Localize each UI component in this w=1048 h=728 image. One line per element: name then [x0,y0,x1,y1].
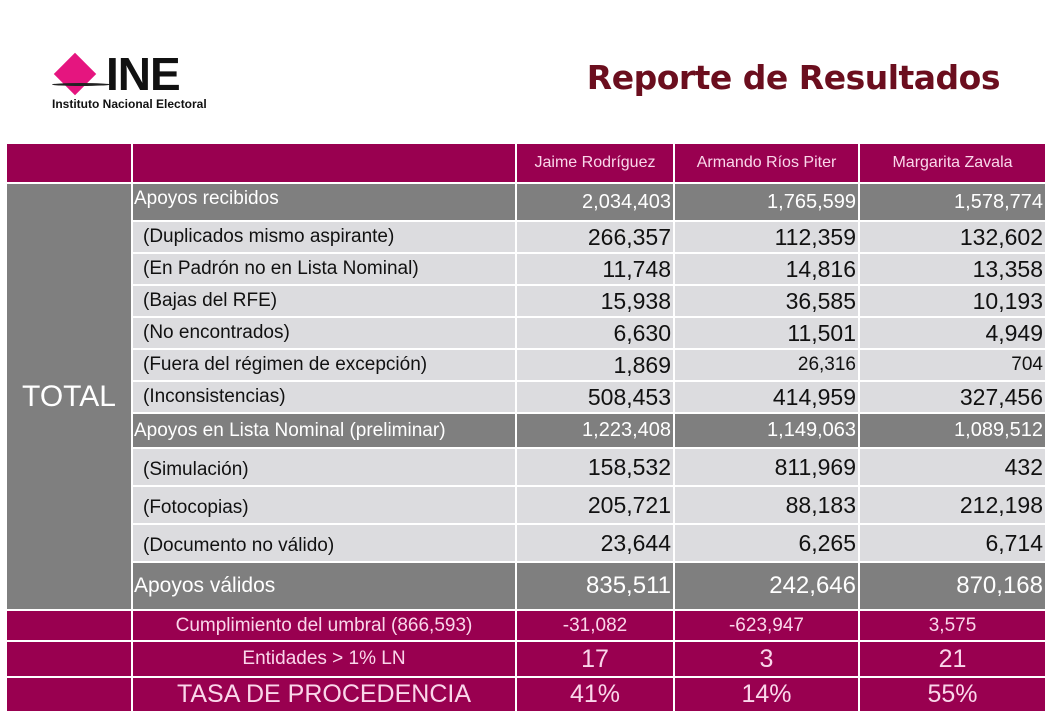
row-value: 26,316 [673,348,860,382]
row-label: (Simulación) [131,447,517,487]
table-row: (Simulación) 158,532 811,969 432 [6,447,1047,487]
table-row: (Duplicados mismo aspirante) 266,357 112… [6,220,1047,254]
row-value: 1,149,063 [673,412,860,449]
table-header-row: Jaime Rodríguez Armando Ríos Piter Marga… [5,142,1047,184]
summary-value: 41% [515,676,675,713]
row-value: 158,532 [515,447,675,487]
row-value: 36,585 [673,284,860,318]
table-row-apoyos-validos: Apoyos válidos 835,511 242,646 870,168 [6,561,1047,611]
row-value: 15,938 [515,284,675,318]
table-row: (En Padrón no en Lista Nominal) 11,748 1… [6,252,1047,286]
row-value: 508,453 [515,380,675,414]
column-header-candidate-2: Armando Ríos Piter [673,142,860,184]
row-value: 10,193 [858,284,1047,318]
row-value: 6,630 [515,316,675,350]
row-value: 11,748 [515,252,675,286]
summary-label: Entidades > 1% LN [131,640,517,678]
row-value: 6,265 [673,523,860,563]
ballot-diamond-icon [53,52,97,96]
row-label: (En Padrón no en Lista Nominal) [131,252,517,286]
summary-blank-cell [5,640,133,678]
summary-label: Cumplimiento del umbral (866,593) [131,609,517,642]
summary-row-tasa: TASA DE PROCEDENCIA 41% 14% 55% [5,676,1047,713]
row-label: (No encontrados) [131,316,517,350]
row-value: 112,359 [673,220,860,254]
table-row: (No encontrados) 6,630 11,501 4,949 [6,316,1047,350]
logo-subtitle: Instituto Nacional Electoral [52,97,207,111]
table-row-lista-nominal: Apoyos en Lista Nominal (preliminar) 1,2… [6,412,1047,449]
table-row: (Bajas del RFE) 15,938 36,585 10,193 [6,284,1047,318]
row-label: (Fuera del régimen de excepción) [131,348,517,382]
row-label: (Inconsistencias) [131,380,517,414]
column-header-candidate-3: Margarita Zavala [858,142,1047,184]
row-label: Apoyos recibidos [131,182,517,222]
header-label-cell [131,142,517,184]
table-row-apoyos-recibidos: TOTAL Apoyos recibidos 2,034,403 1,765,5… [5,182,1047,611]
summary-row-entidades: Entidades > 1% LN 17 3 21 [5,640,1047,678]
page-title: Reporte de Resultados [586,58,1001,97]
row-label: (Fotocopias) [131,485,517,525]
summary-value: 55% [858,676,1047,713]
summary-value: 17 [515,640,675,678]
row-value: 1,765,599 [673,182,860,222]
row-value: 835,511 [515,561,675,611]
summary-value: 14% [673,676,860,713]
summary-value: 21 [858,640,1047,678]
logo-wordmark: INE [106,48,181,100]
summary-blank-cell [5,676,133,713]
row-label: Apoyos válidos [131,561,517,611]
row-value: 205,721 [515,485,675,525]
row-value: 1,223,408 [515,412,675,449]
summary-row-umbral: Cumplimiento del umbral (866,593) -31,08… [5,609,1047,642]
row-value: 327,456 [858,380,1047,414]
row-label: (Bajas del RFE) [131,284,517,318]
row-value: 14,816 [673,252,860,286]
row-label: Apoyos en Lista Nominal (preliminar) [131,412,517,449]
row-value: 242,646 [673,561,860,611]
row-value: 23,644 [515,523,675,563]
row-value: 6,714 [858,523,1047,563]
results-table: Jaime Rodríguez Armando Ríos Piter Marga… [5,142,1047,713]
row-value: 88,183 [673,485,860,525]
row-value: 11,501 [673,316,860,350]
table-row: (Inconsistencias) 508,453 414,959 327,45… [6,380,1047,414]
row-value: 132,602 [858,220,1047,254]
header-blank-cell [5,142,133,184]
summary-value: 3 [673,640,860,678]
table-row: (Fotocopias) 205,721 88,183 212,198 [6,485,1047,525]
row-label: (Duplicados mismo aspirante) [131,220,517,254]
summary-value: -31,082 [515,609,675,642]
row-value: 1,869 [515,348,675,382]
row-value: 432 [858,447,1047,487]
summary-label: TASA DE PROCEDENCIA [131,676,517,713]
row-value: 212,198 [858,485,1047,525]
row-value: 2,034,403 [515,182,675,222]
ballot-box-line-icon [52,83,110,86]
table-row: (Fuera del régimen de excepción) 1,869 2… [6,348,1047,382]
summary-value: 3,575 [858,609,1047,642]
table-row: (Documento no válido) 23,644 6,265 6,714 [6,523,1047,563]
row-value: 266,357 [515,220,675,254]
row-value: 13,358 [858,252,1047,286]
row-value: 870,168 [858,561,1047,611]
total-group-label: TOTAL [5,182,133,611]
row-label: (Documento no válido) [131,523,517,563]
row-value: 1,089,512 [858,412,1047,449]
summary-value: -623,947 [673,609,860,642]
ine-logo: INE Instituto Nacional Electoral [52,51,222,115]
row-value: 704 [858,348,1047,382]
summary-blank-cell [5,609,133,642]
row-value: 4,949 [858,316,1047,350]
row-value: 811,969 [673,447,860,487]
row-value: 1,578,774 [858,182,1047,222]
column-header-candidate-1: Jaime Rodríguez [515,142,675,184]
row-value: 414,959 [673,380,860,414]
